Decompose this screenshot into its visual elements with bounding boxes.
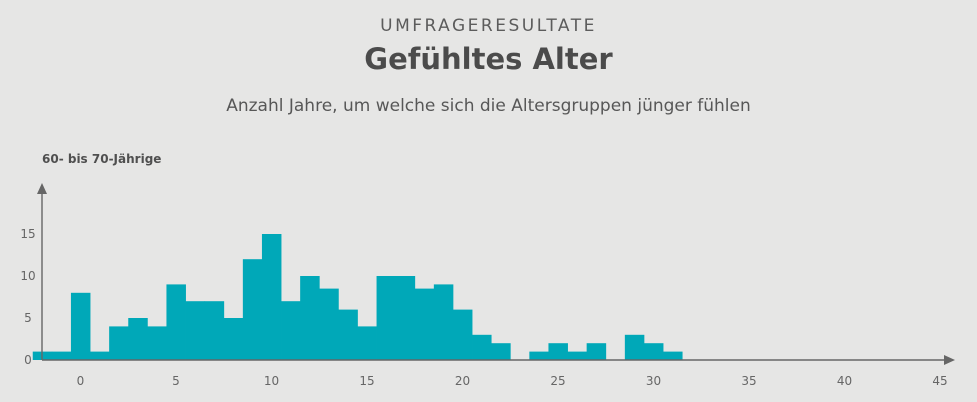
chart-title: Gefühltes Alter	[364, 42, 613, 76]
bar	[261, 234, 282, 360]
y-tick-label: 15	[20, 227, 35, 241]
bar	[51, 351, 72, 360]
x-tick-label: 20	[455, 374, 470, 388]
bar	[242, 259, 263, 360]
x-tick-label: 35	[741, 374, 756, 388]
bar	[376, 276, 397, 360]
bar	[395, 276, 416, 360]
bar	[204, 301, 225, 360]
bar	[109, 326, 129, 360]
bar	[433, 284, 454, 360]
y-tick-label: 0	[24, 353, 32, 367]
bar	[663, 351, 683, 360]
bars-group	[32, 234, 683, 360]
chart-subtitle: Anzahl Jahre, um welche sich die Altersg…	[226, 96, 751, 116]
bar	[128, 318, 148, 360]
bar	[357, 326, 377, 360]
x-tick-label: 10	[264, 374, 279, 388]
y-tick-label: 10	[20, 269, 35, 283]
x-tick-label: 15	[359, 374, 374, 388]
bar	[548, 343, 568, 360]
bar	[414, 288, 435, 360]
bar	[586, 343, 607, 360]
bar	[567, 351, 588, 360]
bar	[643, 343, 664, 360]
bar	[185, 301, 206, 360]
bar	[147, 326, 167, 360]
group-label: 60- bis 70-Jährige	[42, 152, 162, 166]
y-axis-arrow-icon	[37, 183, 47, 194]
x-axis-arrow-icon	[944, 355, 955, 365]
tick-labels-group: 0 5 10 15 20 25 30 35 40 45 0 5 10 15	[20, 227, 947, 388]
bar	[70, 292, 91, 360]
x-tick-label: 0	[77, 374, 85, 388]
bar	[452, 309, 473, 360]
bar	[300, 276, 320, 360]
bar	[472, 334, 492, 360]
bar	[319, 288, 339, 360]
bar	[529, 351, 549, 360]
bar	[281, 301, 301, 360]
bar	[90, 351, 110, 360]
x-tick-label: 45	[932, 374, 947, 388]
axes-group	[37, 183, 955, 365]
bar	[624, 334, 645, 360]
bar	[166, 284, 186, 360]
bar	[338, 309, 358, 360]
x-tick-label: 5	[172, 374, 180, 388]
x-tick-label: 25	[550, 374, 565, 388]
bar	[223, 318, 244, 360]
bar	[491, 343, 511, 360]
chart-kicker: UMFRAGERESULTATE	[380, 16, 597, 36]
x-tick-label: 30	[646, 374, 661, 388]
x-tick-label: 40	[837, 374, 852, 388]
y-tick-label: 5	[24, 311, 32, 325]
